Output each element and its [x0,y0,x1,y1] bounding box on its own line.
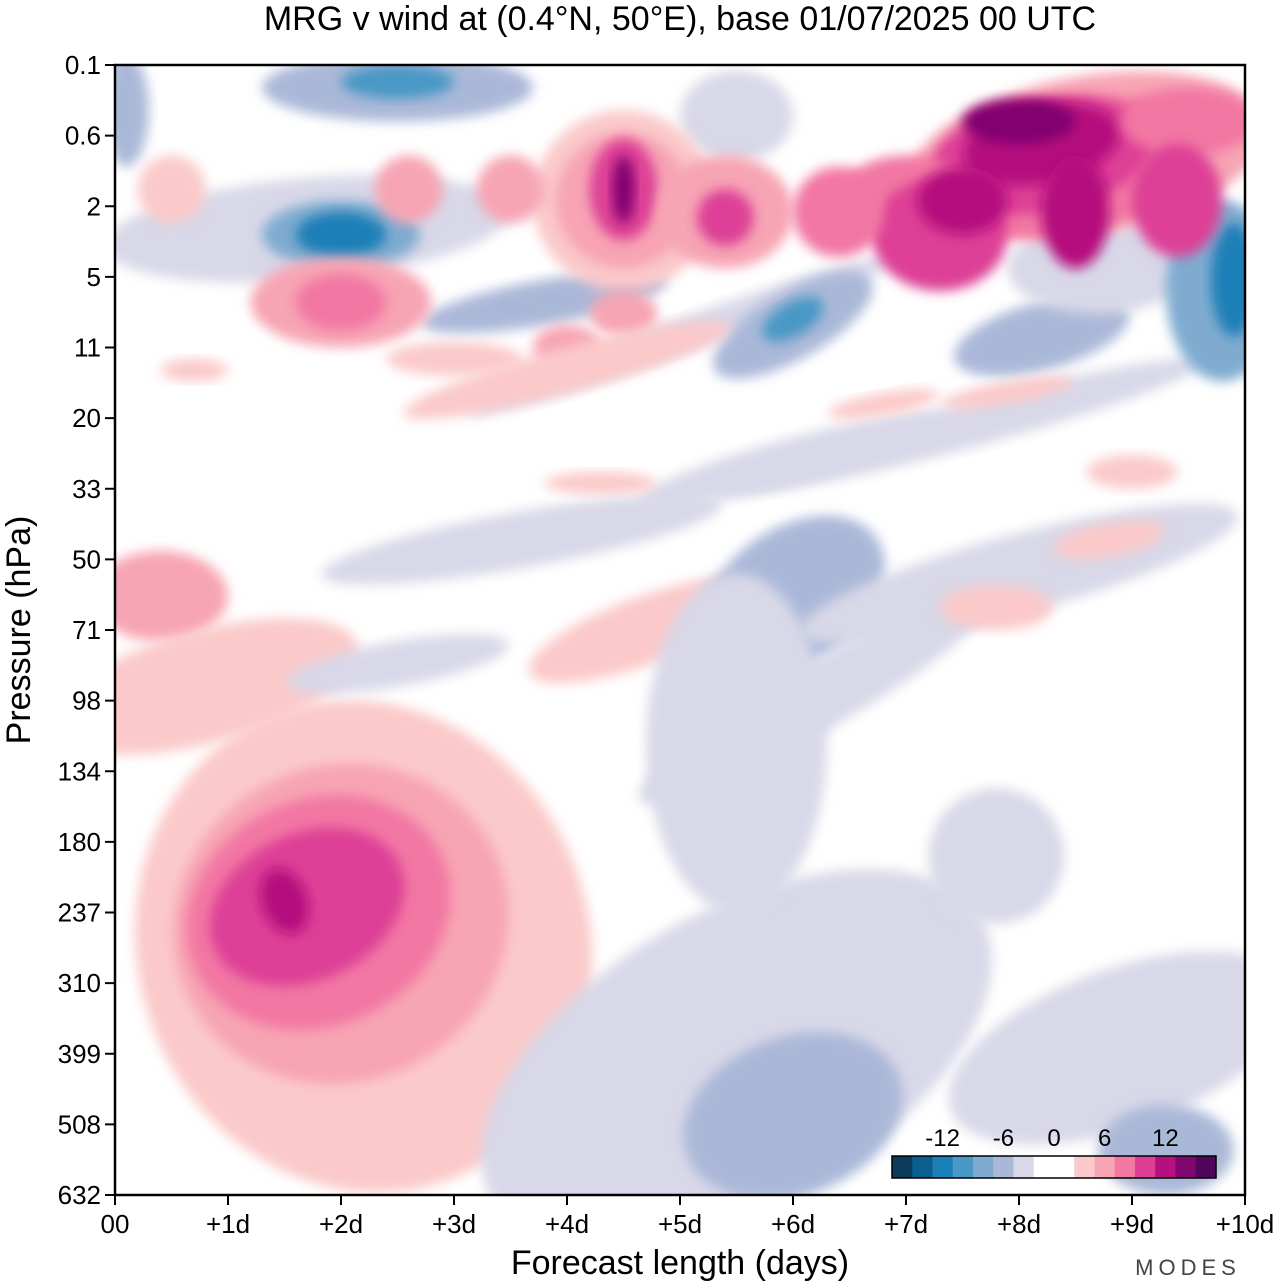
x-tick-label: 00 [101,1209,130,1239]
colorbar-swatch [1195,1156,1217,1178]
contour-blob [295,274,387,331]
y-tick-label: 71 [72,615,101,645]
y-tick-label: 399 [58,1039,101,1069]
y-tick-label: 11 [74,333,101,363]
colorbar-label: -12 [925,1125,960,1152]
contour-blob [544,471,658,495]
colorbar-swatch [912,1156,933,1178]
y-tick-label: 632 [58,1180,101,1210]
y-tick-label: 508 [58,1109,101,1139]
contour-blob [115,550,228,642]
contour-blob [341,65,454,99]
x-tick-label: +8d [997,1209,1041,1239]
y-tick-label: 33 [72,474,101,504]
x-tick-label: +9d [1110,1209,1154,1239]
y-tick-label: 5 [87,262,101,292]
x-tick-label: +3d [432,1209,476,1239]
x-axis-label: Forecast length (days) [511,1244,849,1282]
contour-blob [953,295,1130,377]
x-tick-label: +6d [771,1209,815,1239]
contour-blob [295,211,387,258]
contour-blob [640,414,946,507]
contour-blob [1120,87,1245,156]
contour-blob [589,291,658,337]
colorbar-swatch [1175,1156,1197,1178]
contour-blob [762,296,824,342]
colorbar-swatch [993,1156,1014,1178]
contour-blob [374,155,443,224]
contour-blob [1132,144,1223,258]
contour-blob [386,341,522,376]
y-tick-label: 98 [72,686,101,716]
contour-blob [696,189,754,246]
contour-blob [962,98,1076,145]
contour-blob [1211,223,1245,337]
contour-blob [948,951,1245,1145]
colorbar-swatch [1013,1156,1035,1178]
colorbar-swatch [1074,1156,1095,1178]
y-tick-label: 0.6 [65,121,101,151]
colorbar-swatch [1135,1156,1156,1178]
colorbar-swatch [1033,1156,1055,1178]
colorbar-swatch [1054,1156,1075,1178]
colorbar-label: 12 [1152,1125,1179,1152]
contour-blob [928,788,1065,924]
colorbar-swatch [892,1156,913,1178]
y-axis: 0.1 0.6 2 5 11 20 33 50 71 98 134 180 237 310 399 508 63… [58,50,115,1210]
contour-blob [940,376,1075,409]
colorbar-swatch [1094,1156,1116,1178]
contour-blob [1041,155,1110,269]
y-tick-label: 0.1 [65,50,101,80]
contour-blob [680,70,793,162]
y-tick-label: 20 [72,403,101,433]
y-tick-label: 2 [87,191,101,221]
colorbar: -12 -6 0 6 12 [891,1125,1217,1179]
x-tick-label: +2d [319,1209,363,1239]
contour-blob [793,166,884,258]
contour-blob [917,166,1008,235]
contour-blob [612,155,635,224]
colorbar-frame [891,1155,1217,1179]
contour-blob [403,321,731,420]
y-tick-label: 180 [58,827,101,857]
y-tick-label: 50 [72,544,101,574]
contour-blob [160,358,229,382]
contour-blob [137,155,206,224]
contour-blob [115,618,359,755]
contour-blob [321,494,723,585]
contour-blob [476,155,545,224]
colorbar-swatch [1114,1156,1136,1178]
x-tick-label: +10d [1216,1209,1275,1239]
contour-blob [260,868,309,934]
x-tick-label: +7d [884,1209,928,1239]
colorbar-swatch [973,1156,994,1178]
x-axis: 00 +1d +2d +3d +4d +5d +6d +7d +8d +9d +10d [101,1195,1275,1239]
x-tick-label: +4d [545,1209,589,1239]
colorbar-label: 6 [1098,1125,1111,1152]
contour-blob [646,573,827,913]
x-tick-label: +5d [658,1209,702,1239]
colorbar-swatch [1155,1156,1176,1178]
y-tick-label: 237 [58,898,101,928]
chart-title: MRG v wind at (0.4°N, 50°E), base 01/07/… [264,0,1096,38]
contour-blob [827,389,940,419]
colorbar-label: 0 [1047,1125,1060,1152]
colorbar-swatch [952,1156,974,1178]
contour-blob [1086,454,1178,489]
contour-blob [1053,520,1166,559]
contour-blob [115,65,149,167]
y-axis-label: Pressure (hPa) [0,516,38,745]
y-tick-label: 134 [58,756,101,786]
contour-blob [683,1032,903,1195]
x-tick-label: +1d [206,1209,250,1239]
contour-blob [939,584,1053,631]
y-tick-label: 310 [58,968,101,998]
contour-blob [286,634,509,694]
contour-field [115,65,1245,1195]
colorbar-label: -6 [993,1125,1014,1152]
colorbar-swatch [932,1156,954,1178]
modes-logo: MODES [1135,1255,1241,1280]
